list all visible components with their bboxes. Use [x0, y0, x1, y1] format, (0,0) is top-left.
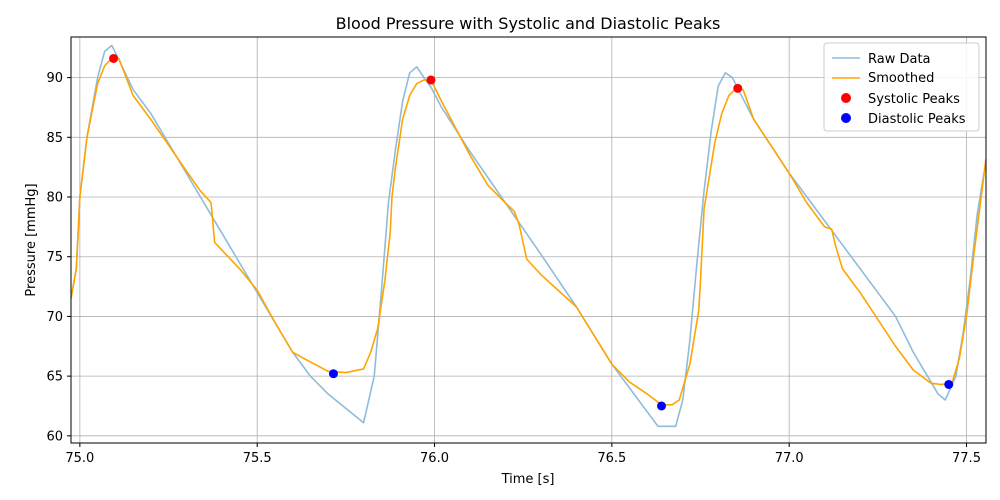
systolic-peak-point — [109, 53, 119, 63]
x-tick-label: 77.5 — [952, 451, 981, 466]
diastolic-peak-point — [944, 379, 954, 389]
systolic-peak-point — [426, 75, 436, 85]
axis-ticks: 75.0 75.5 76.0 76.5 77.0 77.5 60 65 70 75 80 85 90 — [46, 71, 981, 466]
legend-diastolic-label: Diastolic Peaks — [868, 112, 966, 127]
legend-raw-data-label: Raw Data — [868, 52, 931, 67]
x-tick-label: 75.5 — [243, 451, 272, 466]
x-tick-label: 75.0 — [65, 451, 94, 466]
y-tick-label: 85 — [46, 131, 63, 146]
y-tick-label: 60 — [46, 429, 63, 444]
plot-frame — [70, 36, 987, 444]
x-axis-label: Time [s] — [501, 472, 555, 487]
chart-title: Blood Pressure with Systolic and Diastol… — [336, 14, 721, 33]
diastolic-peak-point — [656, 401, 666, 411]
y-tick-label: 90 — [46, 71, 63, 86]
raw-data-line — [71, 44, 986, 428]
y-tick-label: 75 — [46, 250, 63, 265]
plot-area — [71, 44, 986, 428]
x-tick-label: 76.0 — [420, 451, 449, 466]
diastolic-peak-point — [328, 369, 338, 379]
systolic-peak-point — [733, 83, 743, 93]
x-tick-label: 76.5 — [597, 451, 626, 466]
y-tick-label: 80 — [46, 191, 63, 206]
legend-systolic-label: Systolic Peaks — [868, 92, 960, 107]
legend-smoothed-label: Smoothed — [868, 71, 934, 86]
legend-diastolic-swatch — [841, 113, 851, 123]
y-tick-label: 65 — [46, 370, 63, 385]
legend: Raw Data Smoothed Systolic Peaks Diastol… — [823, 42, 980, 132]
legend-box — [823, 42, 980, 132]
y-tick-label: 70 — [46, 310, 63, 325]
smoothed-line — [71, 57, 986, 406]
legend-systolic-swatch — [841, 93, 851, 103]
x-tick-label: 77.0 — [775, 451, 804, 466]
y-axis-label: Pressure [mmHg] — [24, 183, 39, 296]
